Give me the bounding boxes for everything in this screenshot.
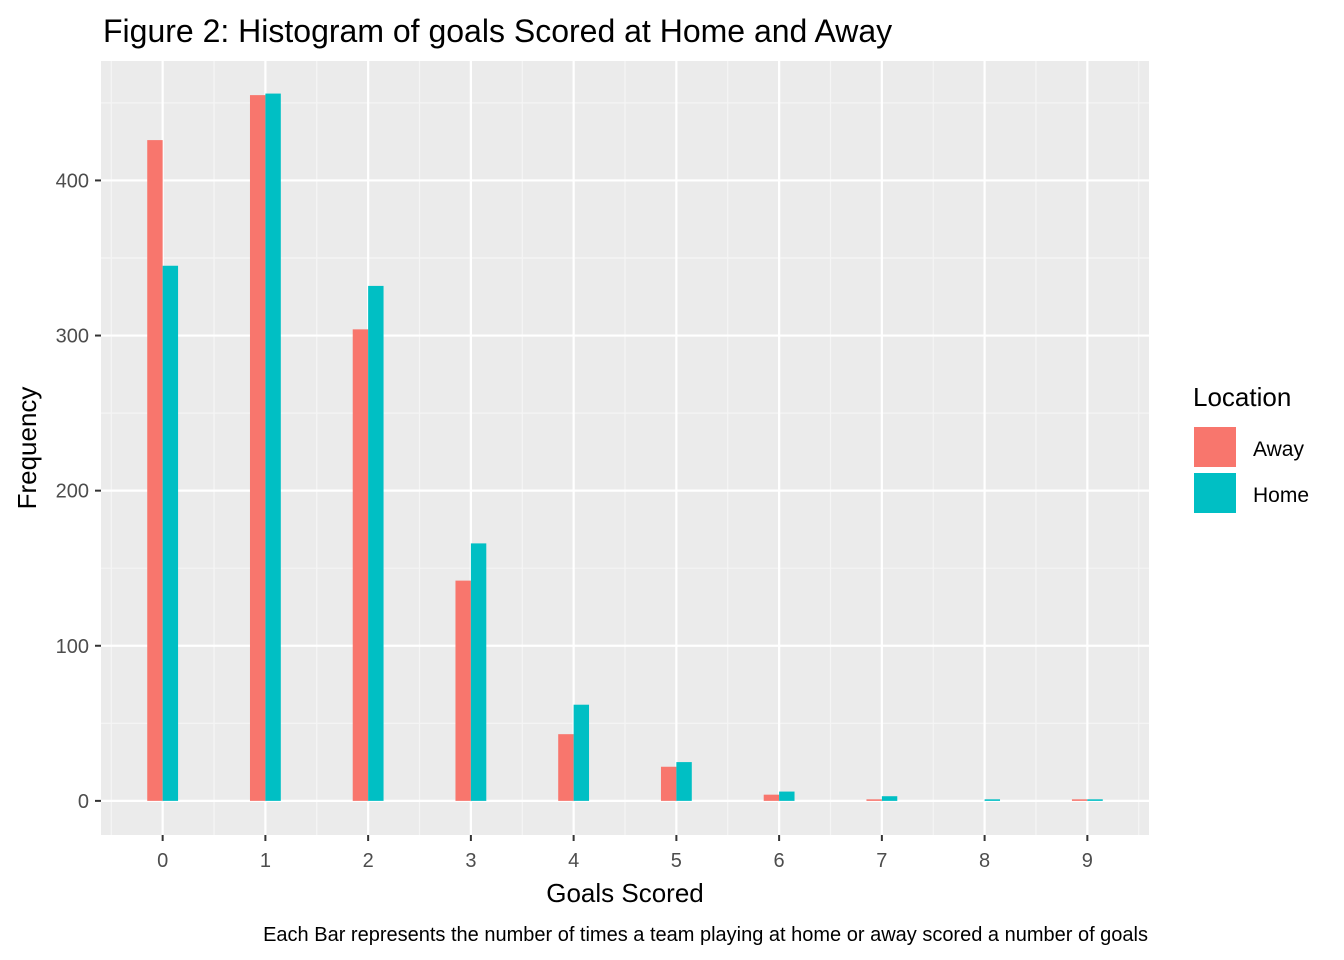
x-tick-label: 8 [979,850,990,872]
legend-label-home: Home [1253,484,1309,507]
bar-home-1 [265,93,281,801]
legend-swatch-home [1194,473,1236,513]
x-tick-label: 0 [157,850,168,872]
x-tick-label: 5 [671,850,682,872]
y-tick-label: 100 [56,636,89,658]
chart-title: Figure 2: Histogram of goals Scored at H… [103,13,892,49]
bar-away-4 [558,734,574,801]
y-axis-label: Frequency [12,387,42,510]
x-tick-label: 2 [363,850,374,872]
x-axis-label: Goals Scored [546,878,704,908]
axes: 0 100 200 300 400 0 1 2 3 4 5 6 7 8 9 [56,170,1093,872]
x-tick-label: 7 [876,850,887,872]
bars [147,93,1103,801]
bar-away-5 [660,766,677,801]
chart-caption: Each Bar represents the number of times … [263,924,1148,946]
y-tick-label: 0 [78,791,89,813]
x-tick-label: 6 [774,850,785,872]
legend-label-away: Away [1253,438,1304,461]
bar-home-7 [881,796,898,801]
x-tick-label: 3 [465,850,476,872]
bar-away-7 [866,799,882,801]
bar-home-4 [573,704,590,801]
y-tick-label: 300 [56,326,89,348]
bar-away-3 [455,580,471,801]
x-tick-label: 9 [1082,850,1093,872]
legend-title: Location [1193,382,1291,412]
bar-home-8 [984,799,1001,801]
bar-home-3 [470,543,487,801]
x-tick-label: 1 [260,850,271,872]
y-tick-label: 400 [56,170,89,192]
bar-away-9 [1071,799,1088,801]
legend-swatch-away [1194,427,1236,467]
bar-home-6 [779,791,795,801]
legend: Location Away Home [1193,382,1309,513]
bar-home-0 [162,265,179,801]
bar-away-2 [352,329,369,801]
y-tick-label: 200 [56,481,89,503]
bar-home-9 [1087,799,1103,801]
bar-away-1 [249,95,266,801]
bar-away-6 [763,794,780,801]
x-tick-label: 4 [568,850,579,872]
bar-home-2 [368,285,384,801]
bar-away-0 [147,140,163,801]
bar-home-5 [676,762,692,801]
